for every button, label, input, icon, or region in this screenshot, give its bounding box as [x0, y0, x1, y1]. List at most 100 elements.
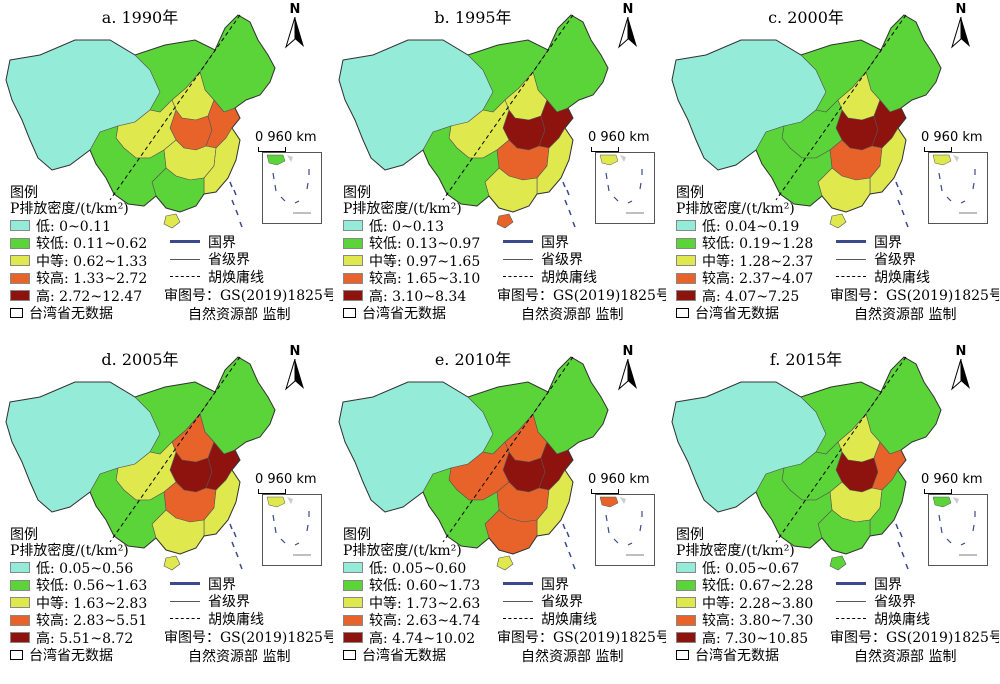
- legend-swatch: [676, 597, 696, 609]
- sea-boundary-dash: [239, 221, 243, 228]
- legend: 图例 P排放密度/(t/km²) 低: 0.05~0.56 较低: 0.56~1.63…: [10, 528, 170, 664]
- legend-class-label: 低: 0.04~0.19: [702, 218, 800, 235]
- sea-boundary-dash: [568, 551, 572, 558]
- map-credit: 审图号：GS(2019)1825号 自然资源部 监制: [164, 287, 333, 325]
- map-credit: 审图号：GS(2019)1825号 自然资源部 监制: [830, 287, 999, 325]
- map-supervisor: 自然资源部 监制: [521, 307, 624, 323]
- legend-class-label: 中等: 1.28~2.37: [702, 253, 814, 270]
- region-hainan: [496, 213, 514, 229]
- boundary-legend-item: 国界: [836, 575, 976, 593]
- south-china-sea-inset: [595, 494, 655, 566]
- boundary-label: 胡焕庸线: [208, 269, 264, 286]
- legend-swatch: [343, 290, 363, 302]
- scale-label: 0 960 km: [588, 472, 650, 487]
- boundary-legend-item: 省级界: [170, 593, 310, 610]
- legend-item: 低: 0.04~0.19: [676, 217, 836, 235]
- boundary-label: 胡焕庸线: [541, 611, 597, 628]
- legend-item: 较低: 0.56~1.63: [10, 577, 170, 594]
- scale-label: 0 960 km: [921, 130, 983, 145]
- legend-swatch: [343, 614, 363, 626]
- legend-item: 中等: 1.63~2.83: [10, 594, 170, 612]
- legend-item: 高: 4.07~7.25: [676, 287, 836, 305]
- legend-item: 较低: 0.67~2.28: [676, 577, 836, 595]
- legend-class-label: 高: 4.07~7.25: [702, 288, 800, 305]
- legend-swatch: [10, 650, 23, 661]
- legend-title: 图例: [10, 527, 38, 543]
- legend-subtitle: P排放密度/(t/km²): [676, 201, 795, 217]
- legend-swatch: [10, 272, 30, 284]
- north-label: N: [622, 2, 634, 17]
- legend-item: 低: 0~0.11: [10, 217, 170, 235]
- boundary-label: 省级界: [541, 252, 583, 269]
- legend-item: 中等: 2.28~3.80: [676, 594, 836, 612]
- south-china-sea-inset: [262, 152, 322, 224]
- hu-line: [442, 14, 574, 201]
- scale-bar: 0 960 km: [255, 472, 333, 494]
- region-hainan: [496, 555, 514, 571]
- sea-boundary-dash: [562, 181, 566, 188]
- legend-item: 中等: 0.62~1.33: [10, 252, 170, 270]
- legend-swatch: [10, 614, 30, 626]
- boundary-legend-item: 省级界: [503, 593, 643, 610]
- legend-class-label: 中等: 1.73~2.63: [369, 595, 481, 612]
- boundary-label: 省级界: [874, 594, 916, 611]
- boundary-legend-item: 胡焕庸线: [170, 268, 310, 286]
- north-arrow-icon: N: [282, 344, 308, 392]
- north-arrow-icon: N: [948, 344, 974, 392]
- legend-class-label: 较高: 2.83~5.51: [36, 613, 148, 630]
- map-review-number: 审图号：GS(2019)1825号: [497, 630, 666, 646]
- boundary-label: 国界: [874, 234, 902, 251]
- sea-boundary-dash: [895, 523, 899, 530]
- legend-swatch: [676, 237, 696, 249]
- boundary-legend: 国界 省级界 胡焕庸线: [170, 233, 310, 286]
- legend-class-label: 中等: 2.28~3.80: [702, 595, 814, 612]
- legend-item: 较高: 1.33~2.72: [10, 270, 170, 287]
- legend-item-nodata: 台湾省无数据: [343, 647, 503, 664]
- sea-boundary-dash: [231, 199, 235, 206]
- no-data-label: 台湾省无数据: [29, 648, 113, 665]
- sea-boundary-dash: [895, 181, 899, 188]
- region-hainan: [163, 213, 181, 229]
- legend-item: 较低: 0.13~0.97: [343, 235, 503, 252]
- legend-item: 中等: 1.28~2.37: [676, 252, 836, 270]
- legend-swatch: [343, 272, 363, 284]
- legend-item: 中等: 1.73~2.63: [343, 594, 503, 612]
- sea-boundary-dash: [566, 189, 570, 196]
- legend-subtitle: P排放密度/(t/km²): [343, 201, 462, 217]
- legend-swatch: [676, 290, 696, 302]
- legend-item-nodata: 台湾省无数据: [676, 305, 836, 322]
- boundary-legend-item: 胡焕庸线: [503, 268, 643, 286]
- sea-boundary-dash: [564, 541, 568, 548]
- legend-swatch: [343, 650, 356, 661]
- hu-line: [109, 356, 241, 543]
- legend-swatch: [343, 597, 363, 609]
- boundary-label: 胡焕庸线: [541, 269, 597, 286]
- legend-item: 高: 5.51~8.72: [10, 629, 170, 647]
- map-panel-3: c. 2000年 N 0 960 km 图例 P排放密度/(t/km²) 低: 0.04~…: [666, 0, 999, 342]
- legend: 图例 P排放密度/(t/km²) 低: 0.05~0.60 较低: 0.60~1.73…: [343, 528, 503, 664]
- map-review-number: 审图号：GS(2019)1825号: [164, 288, 333, 304]
- scale-bar: 0 960 km: [588, 472, 666, 494]
- south-china-sea-inset: [928, 494, 988, 566]
- region-hainan: [163, 555, 181, 571]
- legend-class-label: 较高: 3.80~7.30: [702, 613, 814, 630]
- legend-swatch: [10, 255, 30, 267]
- north-arrow-icon: N: [282, 2, 308, 50]
- legend-class-label: 较低: 0.67~2.28: [702, 578, 814, 595]
- legend-swatch: [10, 579, 30, 591]
- map-credit: 审图号：GS(2019)1825号 自然资源部 监制: [497, 629, 666, 667]
- legend-item: 较高: 1.65~3.10: [343, 270, 503, 287]
- legend-item: 低: 0.05~0.67: [676, 559, 836, 577]
- boundary-legend-item: 胡焕庸线: [836, 268, 976, 286]
- boundary-legend: 国界 省级界 胡焕庸线: [170, 575, 310, 628]
- legend: 图例 P排放密度/(t/km²) 低: 0~0.13 较低: 0.13~0.97 中等:…: [343, 186, 503, 322]
- south-china-sea-inset: [928, 152, 988, 224]
- legend-swatch: [10, 290, 30, 302]
- legend-title: 图例: [10, 185, 38, 201]
- legend-title: 图例: [343, 185, 371, 201]
- legend-swatch: [676, 255, 696, 267]
- legend-item: 低: 0.05~0.56: [10, 559, 170, 577]
- sea-boundary-dash: [572, 563, 576, 570]
- legend: 图例 P排放密度/(t/km²) 低: 0~0.11 较低: 0.11~0.62 中等:…: [10, 186, 170, 322]
- panel-title: e. 2010年: [434, 350, 512, 369]
